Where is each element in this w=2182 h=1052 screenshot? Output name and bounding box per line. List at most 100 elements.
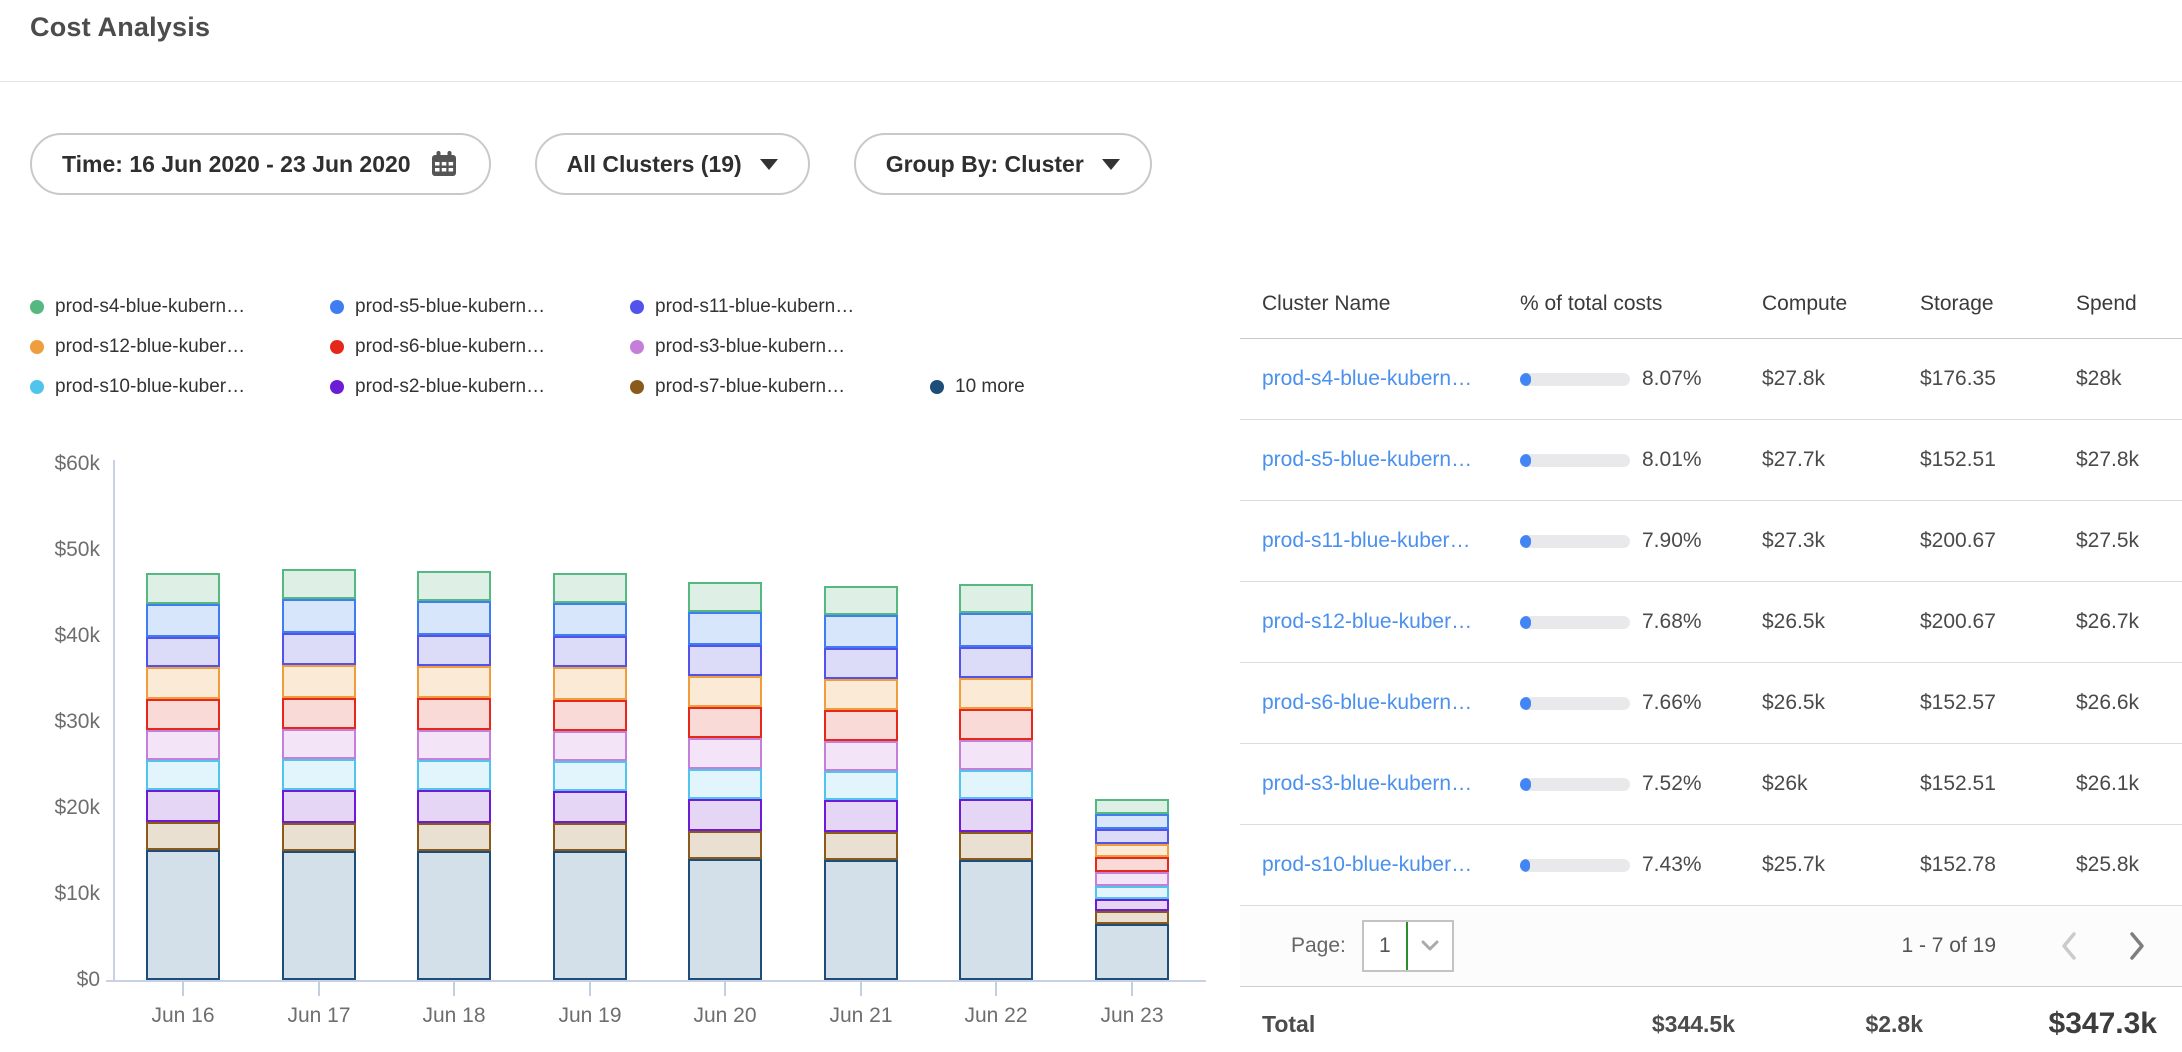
bar-segment[interactable]: [1095, 924, 1169, 980]
bar-segment[interactable]: [282, 633, 356, 665]
legend-item[interactable]: prod-s10-blue-kuber…: [30, 376, 245, 398]
bar-segment[interactable]: [417, 698, 491, 730]
bar-segment[interactable]: [688, 707, 762, 738]
bar-segment[interactable]: [688, 769, 762, 799]
bar-segment[interactable]: [824, 771, 898, 800]
bar-segment[interactable]: [824, 800, 898, 832]
bar-segment[interactable]: [282, 599, 356, 633]
bar-segment[interactable]: [553, 791, 627, 823]
bar-segment[interactable]: [282, 665, 356, 698]
bar-segment[interactable]: [1095, 899, 1169, 911]
bar-segment[interactable]: [1095, 799, 1169, 814]
bar-segment[interactable]: [417, 823, 491, 851]
bar-segment[interactable]: [282, 698, 356, 729]
legend-item[interactable]: prod-s2-blue-kubern…: [330, 376, 545, 398]
bar-segment[interactable]: [688, 859, 762, 980]
bar-segment[interactable]: [146, 667, 220, 699]
bar-segment[interactable]: [824, 710, 898, 741]
bar-segment[interactable]: [553, 823, 627, 851]
bar-segment[interactable]: [959, 860, 1033, 980]
bar-segment[interactable]: [1095, 829, 1169, 844]
bar-segment[interactable]: [824, 832, 898, 860]
bar-segment[interactable]: [417, 790, 491, 823]
bar-segment[interactable]: [824, 615, 898, 648]
bar-segment[interactable]: [417, 760, 491, 790]
bar-segment[interactable]: [282, 569, 356, 599]
bar-segment[interactable]: [959, 647, 1033, 678]
bar-segment[interactable]: [688, 676, 762, 707]
time-range-filter[interactable]: Time: 16 Jun 2020 - 23 Jun 2020: [30, 133, 491, 195]
bar-segment[interactable]: [282, 759, 356, 790]
bar-segment[interactable]: [417, 635, 491, 666]
bar-segment[interactable]: [417, 730, 491, 760]
bar-segment[interactable]: [824, 586, 898, 615]
bar-segment[interactable]: [959, 613, 1033, 647]
bar-segment[interactable]: [553, 851, 627, 980]
bar-segment[interactable]: [146, 850, 220, 980]
bar-segment[interactable]: [1095, 886, 1169, 899]
next-page-button[interactable]: [2126, 930, 2148, 962]
bar-segment[interactable]: [1095, 814, 1169, 829]
bar-segment[interactable]: [553, 667, 627, 700]
cluster-name-link[interactable]: prod-s12-blue-kuber…: [1262, 610, 1502, 634]
legend-item[interactable]: prod-s12-blue-kuber…: [30, 336, 245, 358]
cluster-name-link[interactable]: prod-s6-blue-kubern…: [1262, 691, 1502, 715]
bar-segment[interactable]: [417, 851, 491, 980]
bar-segment[interactable]: [959, 709, 1033, 740]
bar-segment[interactable]: [1095, 844, 1169, 857]
bar-segment[interactable]: [959, 584, 1033, 613]
bar-segment[interactable]: [417, 666, 491, 698]
bar-segment[interactable]: [146, 637, 220, 667]
bar-segment[interactable]: [417, 571, 491, 601]
legend-item[interactable]: prod-s11-blue-kubern…: [630, 296, 854, 318]
bar-segment[interactable]: [146, 699, 220, 730]
bar-segment[interactable]: [146, 790, 220, 822]
bar-segment[interactable]: [824, 860, 898, 980]
bar-segment[interactable]: [553, 700, 627, 731]
bar-segment[interactable]: [1095, 872, 1169, 886]
legend-item[interactable]: prod-s4-blue-kubern…: [30, 296, 245, 318]
bar-segment[interactable]: [146, 730, 220, 760]
bar-segment[interactable]: [553, 603, 627, 636]
legend-item[interactable]: prod-s3-blue-kubern…: [630, 336, 845, 358]
bar-segment[interactable]: [146, 604, 220, 637]
bar-segment[interactable]: [959, 740, 1033, 770]
legend-item[interactable]: 10 more: [930, 376, 1025, 398]
bar-segment[interactable]: [553, 761, 627, 791]
bar-segment[interactable]: [959, 799, 1033, 832]
bar-segment[interactable]: [688, 645, 762, 676]
bar-segment[interactable]: [824, 648, 898, 679]
cluster-name-link[interactable]: prod-s5-blue-kubern…: [1262, 448, 1502, 472]
bar-segment[interactable]: [688, 582, 762, 612]
bar-segment[interactable]: [824, 741, 898, 771]
bar-segment[interactable]: [688, 831, 762, 859]
page-select[interactable]: 1: [1362, 920, 1454, 972]
bar-segment[interactable]: [282, 823, 356, 851]
bar-segment[interactable]: [824, 679, 898, 710]
bar-segment[interactable]: [146, 573, 220, 604]
previous-page-button[interactable]: [2058, 930, 2080, 962]
bar-segment[interactable]: [417, 601, 491, 635]
bar-segment[interactable]: [959, 678, 1033, 709]
cluster-name-link[interactable]: prod-s4-blue-kubern…: [1262, 367, 1502, 391]
bar-segment[interactable]: [1095, 857, 1169, 872]
bar-segment[interactable]: [688, 799, 762, 831]
bar-segment[interactable]: [959, 770, 1033, 799]
bar-segment[interactable]: [688, 738, 762, 769]
bar-segment[interactable]: [553, 636, 627, 667]
bar-segment[interactable]: [146, 822, 220, 850]
clusters-filter-dropdown[interactable]: All Clusters (19): [535, 133, 810, 195]
cluster-name-link[interactable]: prod-s10-blue-kuber…: [1262, 853, 1502, 877]
bar-segment[interactable]: [282, 790, 356, 823]
cluster-name-link[interactable]: prod-s11-blue-kuber…: [1262, 529, 1502, 553]
bar-segment[interactable]: [553, 731, 627, 761]
bar-segment[interactable]: [959, 832, 1033, 860]
bar-segment[interactable]: [688, 612, 762, 645]
bar-segment[interactable]: [282, 729, 356, 759]
legend-item[interactable]: prod-s6-blue-kubern…: [330, 336, 545, 358]
cluster-name-link[interactable]: prod-s3-blue-kubern…: [1262, 772, 1502, 796]
legend-item[interactable]: prod-s7-blue-kubern…: [630, 376, 845, 398]
legend-item[interactable]: prod-s5-blue-kubern…: [330, 296, 545, 318]
bar-segment[interactable]: [553, 573, 627, 603]
group-by-dropdown[interactable]: Group By: Cluster: [854, 133, 1152, 195]
